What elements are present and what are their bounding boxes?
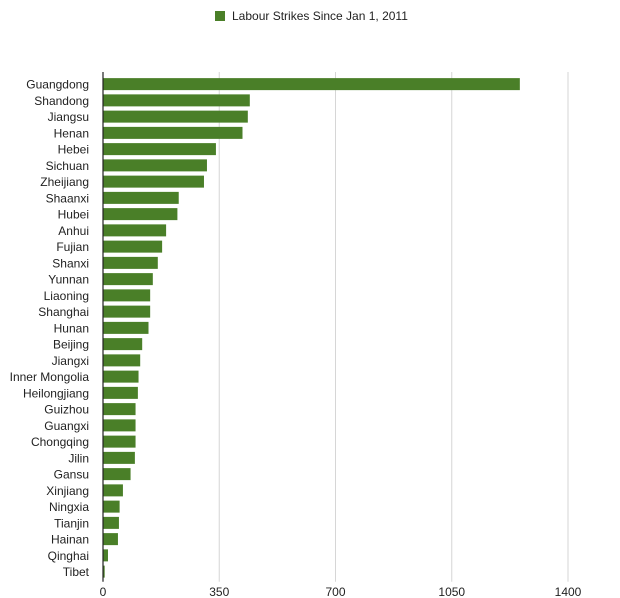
legend-swatch (215, 11, 225, 21)
bar-heilongjiang (103, 386, 138, 399)
category-label: Ningxia (49, 500, 89, 514)
bar-guangxi (103, 419, 136, 432)
bar-anhui (103, 224, 167, 237)
x-tick-label: 1050 (438, 585, 465, 598)
bar-tianjin (103, 516, 119, 529)
bars (103, 78, 520, 578)
bar-tibet (103, 565, 105, 578)
category-label: Henan (54, 126, 89, 140)
category-label: Qinghai (48, 549, 89, 563)
category-label: Jiangsu (48, 110, 89, 124)
category-label: Heilongjiang (23, 386, 89, 400)
category-label: Xinjiang (46, 484, 89, 498)
category-label: Jilin (68, 451, 89, 465)
bar-shanghai (103, 305, 151, 318)
bar-shaanxi (103, 191, 179, 204)
x-tick-label: 0 (100, 585, 107, 598)
category-label: Zheijiang (40, 175, 89, 189)
category-label: Shanghai (38, 305, 89, 319)
category-labels: Guangdong Shandong Jiangsu Henan Hebei Sichua… (10, 78, 90, 580)
grid-lines (218, 72, 569, 582)
category-label: Beijing (53, 338, 89, 352)
bar-inner-mongolia (103, 370, 139, 383)
x-tick-label: 1400 (555, 585, 582, 598)
bar-zheijiang (103, 175, 204, 188)
category-label: Hubei (58, 208, 89, 222)
legend-label: Labour Strikes Since Jan 1, 2011 (232, 9, 408, 23)
category-label: Liaoning (44, 289, 89, 303)
bar-chongqing (103, 435, 136, 448)
category-label: Shandong (34, 94, 89, 108)
bar-guizhou (103, 403, 136, 416)
category-label: Guizhou (44, 403, 89, 417)
bar-xinjiang (103, 484, 123, 497)
bar-sichuan (103, 159, 207, 172)
x-tick-label: 700 (325, 585, 345, 598)
category-label: Guangxi (44, 419, 89, 433)
category-label: Jiangxi (52, 354, 89, 368)
legend: Labour Strikes Since Jan 1, 2011 (215, 9, 408, 23)
bar-hainan (103, 533, 118, 546)
category-label: Chongqing (31, 435, 89, 449)
category-label: Tianjin (54, 516, 89, 530)
category-label: Anhui (58, 224, 89, 238)
bar-hubei (103, 208, 178, 221)
category-label: Shanxi (52, 256, 89, 270)
x-axis-tick-labels: 0 350 700 1050 1400 (100, 585, 582, 598)
category-label: Fujian (56, 240, 89, 254)
bar-hebei (103, 143, 216, 156)
bar-jiangsu (103, 110, 248, 123)
category-label: Yunnan (48, 273, 89, 287)
bar-hunan (103, 321, 149, 334)
bar-henan (103, 126, 243, 139)
bar-yunnan (103, 273, 153, 286)
bar-fujian (103, 240, 163, 253)
bar-qinghai (103, 549, 108, 562)
bar-liaoning (103, 289, 151, 302)
category-label: Hebei (58, 143, 89, 157)
bar-gansu (103, 468, 131, 481)
bar-beijing (103, 338, 143, 351)
bar-guangdong (103, 78, 520, 91)
category-label: Tibet (63, 565, 90, 579)
bar-shandong (103, 94, 250, 107)
category-label: Sichuan (46, 159, 89, 173)
category-label: Gansu (54, 468, 89, 482)
category-label: Inner Mongolia (10, 370, 90, 384)
bar-shanxi (103, 256, 158, 269)
bar-jiangxi (103, 354, 141, 367)
bar-jilin (103, 451, 135, 464)
category-label: Hunan (54, 321, 89, 335)
category-label: Guangdong (26, 78, 89, 92)
bar-ningxia (103, 500, 120, 513)
category-label: Hainan (51, 533, 89, 547)
x-tick-label: 350 (209, 585, 229, 598)
category-label: Shaanxi (46, 191, 89, 205)
